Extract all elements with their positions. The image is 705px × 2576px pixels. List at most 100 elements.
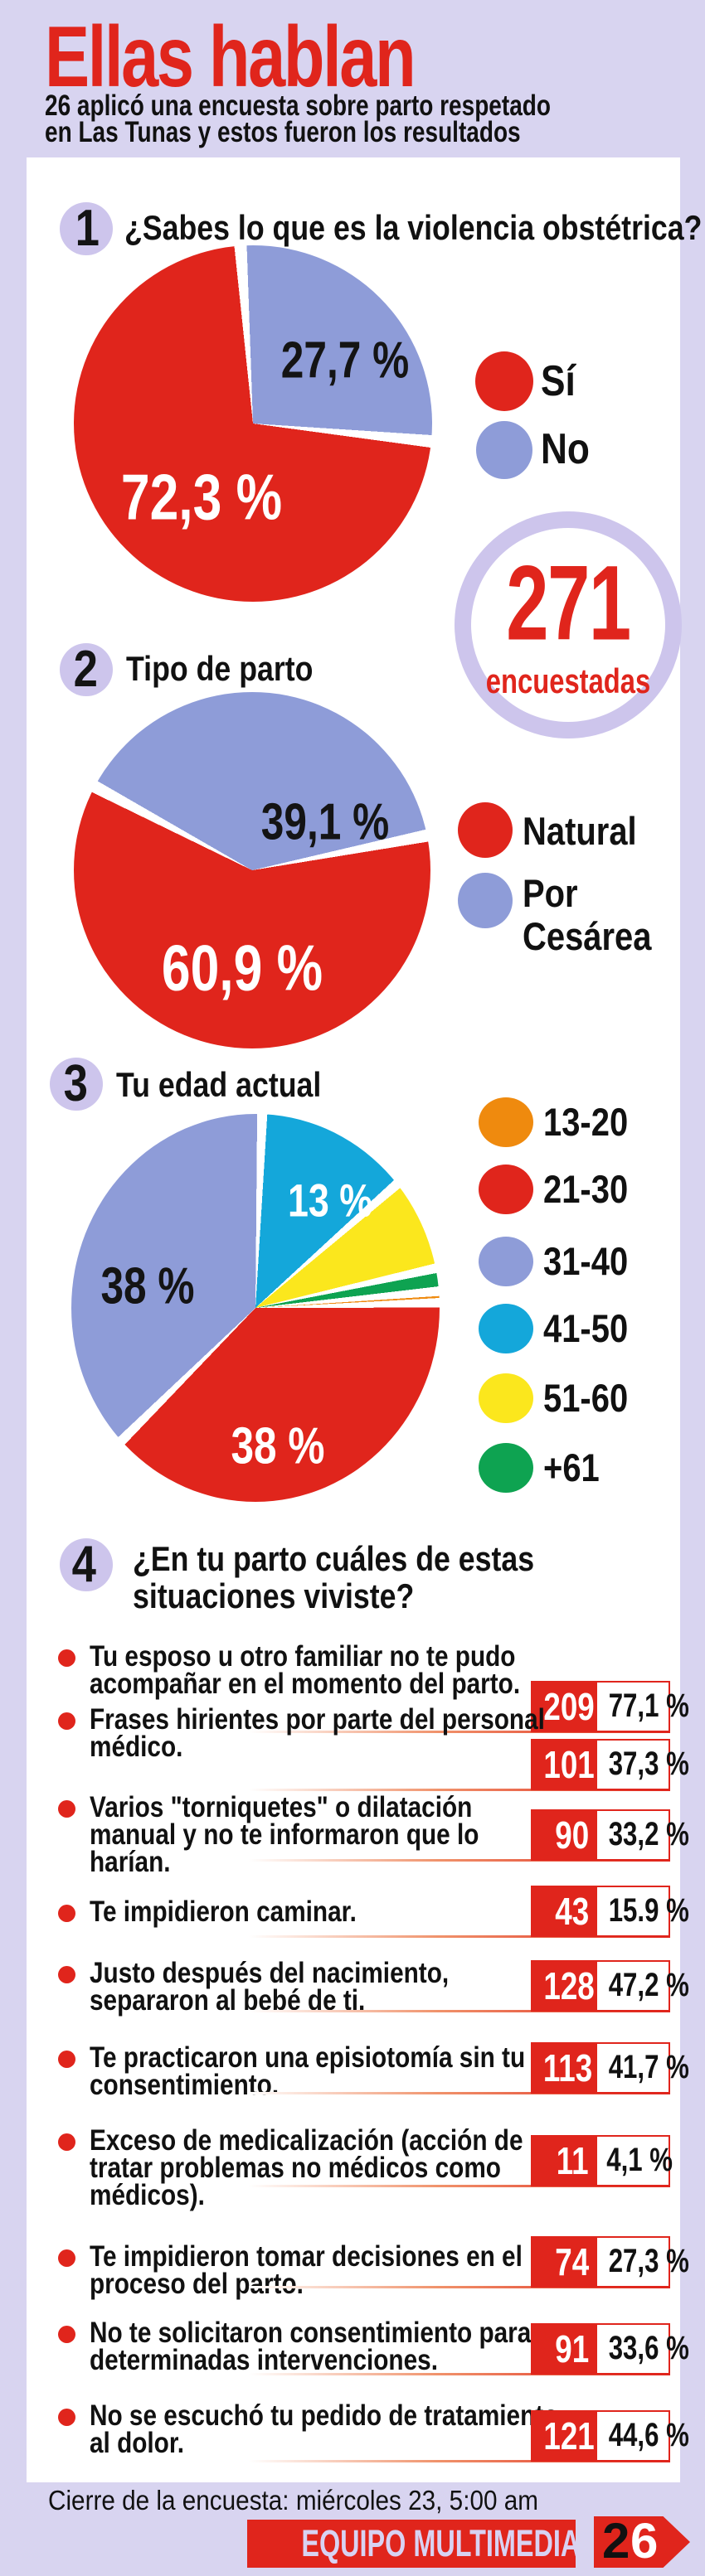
legend-q2-cesarea-label: Por Cesárea	[523, 871, 652, 958]
item-stat-1: 209 77,1 %	[249, 1679, 689, 1733]
stat-percent: 27,3 %	[596, 2236, 689, 2288]
stat-underline	[249, 2092, 670, 2094]
stat-count: 209	[531, 1681, 596, 1732]
item-stat-2: 101 37,3 %	[249, 1737, 689, 1791]
stat-percent: 15.9 %	[596, 1886, 689, 1937]
item-bullet	[58, 2249, 75, 2267]
pie-3-label-41-50: 13 %	[287, 1174, 373, 1227]
pie-1-label-no: 27,7 %	[280, 332, 410, 390]
legend-q3-61plus-dot	[479, 1443, 533, 1493]
item-text-9: No te solicitaron consentimiento para de…	[90, 2317, 532, 2376]
legend-q3-41-50-dot	[479, 1304, 533, 1353]
item-stat-9: 91 33,6 %	[249, 2322, 689, 2375]
item-stat-7: 11 4,1 %	[249, 2133, 673, 2187]
legend-q1-si-label: Sí	[541, 357, 576, 405]
item-bullet	[58, 2133, 75, 2151]
stat-count: 90	[531, 1809, 596, 1861]
stat-count: 11	[531, 2135, 596, 2186]
section-2-number-badge	[60, 643, 113, 696]
stat-underline	[249, 1789, 670, 1791]
legend-q3-31-40-label: 31-40	[543, 1239, 629, 1283]
logo-26: 2 6	[594, 2516, 690, 2568]
pie-chart-q2	[74, 692, 430, 1048]
stat-count: 113	[531, 2042, 596, 2094]
item-bullet	[58, 2409, 75, 2426]
stat-underline	[249, 1731, 670, 1733]
item-text-8: Te impidieron tomar decisiones en el pro…	[90, 2240, 523, 2300]
item-stat-6: 113 41,7 %	[249, 2041, 689, 2094]
stat-percent: 33,2 %	[596, 1809, 689, 1861]
legend-q1-no-dot	[476, 421, 532, 479]
stat-underline	[249, 2373, 670, 2375]
stat-percent: 33,6 %	[596, 2323, 689, 2375]
legend-q1-no-label: No	[541, 425, 590, 473]
section-4-number-badge	[60, 1538, 113, 1591]
stat-underline	[249, 2286, 670, 2288]
pie-chart-q3	[71, 1114, 440, 1502]
item-text-10: No se escuchó tu pedido de tratamiento a…	[90, 2399, 559, 2459]
item-bullet	[58, 1800, 75, 1818]
team-banner-label: EQUIPO MULTIMEDIA	[301, 2522, 581, 2564]
legend-q3-13-20-label: 13-20	[543, 1100, 629, 1144]
stat-underline	[249, 2010, 670, 2012]
item-text-3: Varios "torniquetes" o dilatación manual…	[90, 1791, 479, 1878]
item-text-7: Exceso de medicalización (acción de trat…	[90, 2124, 523, 2211]
stat-underline	[249, 1935, 670, 1938]
stat-count: 101	[531, 1739, 596, 1790]
item-stat-10: 121 44,6 %	[249, 2409, 689, 2462]
item-stat-3: 90 33,2 %	[249, 1808, 689, 1862]
stat-count: 121	[531, 2410, 596, 2462]
legend-q3-21-30-dot	[479, 1165, 533, 1214]
stat-underline	[249, 2460, 670, 2462]
legend-q2-natural-label: Natural	[523, 809, 637, 853]
section-3-number-badge	[50, 1058, 103, 1111]
item-text-2: Frases hirientes por parte del personal …	[90, 1703, 545, 1763]
pie-2-label-natural: 60,9 %	[161, 931, 323, 1005]
stat-percent: 44,6 %	[596, 2410, 689, 2462]
section-1-number: 1	[75, 200, 100, 257]
section-3-number: 3	[63, 1055, 88, 1112]
legend-q2-natural-dot	[458, 802, 513, 858]
surveyed-count-caption: encuestadas	[485, 661, 651, 700]
survey-closing-note: Cierre de la encuesta: miércoles 23, 5:0…	[48, 2485, 539, 2515]
stat-count: 128	[531, 1960, 596, 2012]
legend-q3-31-40-dot	[479, 1237, 533, 1286]
item-text-1: Tu esposo u otro familiar no te pudo aco…	[90, 1640, 521, 1700]
stat-count: 74	[531, 2236, 596, 2288]
item-stat-4: 43 15.9 %	[249, 1884, 689, 1938]
stat-percent: 4,1 %	[596, 2135, 673, 2186]
stat-percent: 47,2 %	[596, 1960, 689, 2012]
item-stat-8: 74 27,3 %	[249, 2235, 689, 2288]
item-bullet	[58, 1712, 75, 1730]
legend-q3-13-20-dot	[479, 1097, 533, 1147]
stat-percent: 37,3 %	[596, 1739, 689, 1790]
legend-q3-51-60-dot	[479, 1373, 533, 1423]
section-1-question: ¿Sabes lo que es la violencia obstétrica…	[124, 208, 703, 247]
section-3-question: Tu edad actual	[116, 1065, 322, 1104]
pie-chart-q1	[74, 245, 432, 602]
pie-3-label-31-40: 38 %	[100, 1257, 195, 1315]
stat-underline	[249, 2185, 670, 2187]
item-bullet	[58, 2326, 75, 2343]
item-bullet	[58, 1649, 75, 1667]
item-bullet	[58, 2051, 75, 2068]
section-2-question: Tipo de parto	[126, 649, 314, 688]
section-2-number: 2	[73, 641, 98, 698]
section-1-number-badge	[60, 202, 113, 255]
stat-count: 43	[531, 1886, 596, 1937]
legend-q2-cesarea-dot	[458, 873, 513, 928]
legend-q3-61plus-label: +61	[543, 1445, 600, 1489]
section-4-question: ¿En tu parto cuáles de estas situaciones…	[133, 1539, 535, 1615]
logo-digit-2: 2	[602, 2513, 630, 2569]
legend-q3-41-50-label: 41-50	[543, 1306, 629, 1350]
pie-2-label-cesarea: 39,1 %	[260, 793, 390, 851]
team-banner: EQUIPO MULTIMEDIA	[247, 2520, 580, 2568]
legend-q3-51-60-label: 51-60	[543, 1376, 629, 1420]
section-4-number: 4	[71, 1536, 96, 1593]
item-text-5: Justo después del nacimiento, separaron …	[90, 1957, 450, 2017]
item-text-4: Te impidieron caminar.	[90, 1896, 357, 1928]
item-stat-5: 128 47,2 %	[249, 1959, 689, 2012]
pie-3-label-21-30: 38 %	[231, 1417, 325, 1475]
item-bullet	[58, 1905, 75, 1922]
